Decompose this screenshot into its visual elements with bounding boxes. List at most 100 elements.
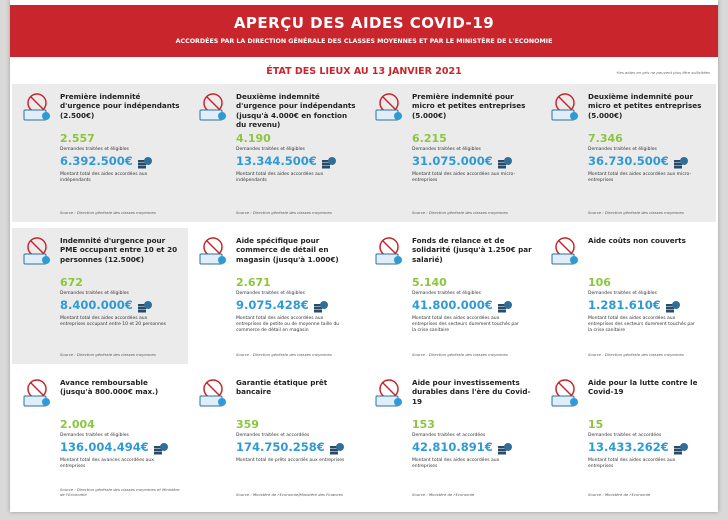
card-title: Garantie étatique prêt bancaire bbox=[236, 378, 328, 397]
request-count: 2.671 bbox=[236, 276, 271, 289]
source: Source : Direction générale des classes … bbox=[412, 210, 508, 216]
aid-card: Aide pour investissements durables dans … bbox=[364, 370, 540, 504]
aid-icon bbox=[372, 378, 406, 412]
request-count: 2.557 bbox=[60, 132, 95, 145]
coin-graphic bbox=[674, 157, 688, 169]
amount-label: Montant total des aides accordées aux en… bbox=[588, 316, 695, 334]
count-label: Demandes traitées et éligibles bbox=[412, 291, 481, 296]
count-label: Demandes traitées et éligibles bbox=[236, 147, 305, 152]
coin-graphic bbox=[666, 301, 680, 313]
aid-icon bbox=[372, 236, 406, 270]
card-title: Aide pour investissements durables dans … bbox=[412, 378, 531, 406]
amount-label: Montant total des aides accordées aux en… bbox=[412, 458, 500, 470]
aid-card: Première indemnité pour micro et petites… bbox=[364, 84, 540, 222]
card-title: Deuxième indemnité pour micro et petites… bbox=[588, 92, 702, 120]
amount-label: Montant total des aides accordées aux mi… bbox=[412, 172, 516, 184]
source: Source : Direction générale des classes … bbox=[60, 487, 180, 498]
icon-graphic bbox=[551, 379, 578, 407]
coin-graphic bbox=[314, 301, 328, 313]
source: Source : Direction générale des classes … bbox=[588, 352, 684, 358]
card-title: Aide coûts non couverts bbox=[588, 236, 686, 245]
request-count: 7.346 bbox=[588, 132, 623, 145]
icon-graphic bbox=[375, 379, 402, 407]
icon-graphic bbox=[23, 93, 50, 121]
source: Source : Direction générale des classes … bbox=[412, 352, 508, 358]
total-amount: 1.281.610€ bbox=[588, 298, 661, 312]
aid-card: Première indemnité d'urgence pour indépe… bbox=[12, 84, 188, 222]
count-label: Demandes traitées et éligibles bbox=[588, 147, 657, 152]
aid-card: Indemnité d'urgence pour PME occupant en… bbox=[12, 228, 188, 364]
total-amount: 9.075.428€ bbox=[236, 298, 309, 312]
total-amount: 41.800.000€ bbox=[412, 298, 493, 312]
aid-card: Aide pour la lutte contre le Covid-19 15 D… bbox=[540, 370, 716, 504]
source: Source : Ministère de l'Economie/Ministè… bbox=[236, 492, 343, 498]
note: *les aides en gris ne peuvent plus être … bbox=[616, 70, 710, 75]
request-count: 359 bbox=[236, 418, 259, 431]
card-grid: Première indemnité d'urgence pour indépe… bbox=[12, 84, 716, 504]
count-label: Demandes traitées et éligibles bbox=[236, 291, 305, 296]
aid-icon bbox=[20, 236, 54, 270]
total-amount: 8.400.000€ bbox=[60, 298, 133, 312]
count-label: Demandes traitées et éligibles bbox=[60, 147, 129, 152]
aid-card: Deuxième indemnité pour micro et petites… bbox=[540, 84, 716, 222]
request-count: 106 bbox=[588, 276, 611, 289]
source: Source : Direction générale des classes … bbox=[60, 352, 156, 358]
request-count: 153 bbox=[412, 418, 435, 431]
aid-icon bbox=[548, 236, 582, 270]
amount-label: Montant total des aides accordées aux in… bbox=[236, 172, 324, 184]
coin-icon bbox=[321, 154, 337, 173]
request-count: 4.190 bbox=[236, 132, 271, 145]
amount-label: Montant total des aides accordées aux en… bbox=[60, 316, 166, 328]
icon-graphic bbox=[551, 93, 578, 121]
aid-icon bbox=[372, 92, 406, 126]
aid-icon bbox=[548, 378, 582, 412]
icon-graphic bbox=[375, 237, 402, 265]
subtitle: ACCORDÉES PAR LA DIRECTION GÉNÉRALE DES … bbox=[175, 38, 553, 45]
card-title: Deuxième indemnité d'urgence pour indépe… bbox=[236, 92, 356, 130]
total-amount: 31.075.000€ bbox=[412, 154, 493, 168]
total-amount: 6.392.500€ bbox=[60, 154, 133, 168]
card-title: Aide spécifique pour commerce de détail … bbox=[236, 236, 339, 264]
request-count: 15 bbox=[588, 418, 604, 431]
aid-card: Fonds de relance et de solidarité (jusqu… bbox=[364, 228, 540, 364]
aid-icon bbox=[20, 378, 54, 412]
coin-icon bbox=[137, 298, 153, 317]
total-amount: 136.004.494€ bbox=[60, 440, 149, 454]
coin-graphic bbox=[322, 157, 336, 169]
coin-graphic bbox=[330, 443, 344, 455]
coin-icon bbox=[153, 440, 169, 459]
icon-graphic bbox=[551, 237, 578, 265]
icon-graphic bbox=[199, 93, 226, 121]
coin-icon bbox=[673, 440, 689, 459]
count-label: Demandes traitées et accordées bbox=[236, 433, 310, 438]
amount-label: Montant total des aides accordées aux in… bbox=[60, 172, 148, 184]
coin-icon bbox=[137, 154, 153, 173]
source: Source : Direction générale des classes … bbox=[588, 210, 684, 216]
document: APERÇU DES AIDES COVID-19 ACCORDÉES PAR … bbox=[10, 0, 718, 512]
source: Source : Direction générale des classes … bbox=[236, 352, 332, 358]
aid-card: Garantie étatique prêt bancaire 359 Demand… bbox=[188, 370, 364, 504]
count-label: Demandes traitées et accordées bbox=[588, 433, 662, 438]
coin-graphic bbox=[498, 157, 512, 169]
amount-label: Montant total des aides accordées aux en… bbox=[588, 458, 676, 470]
coin-graphic bbox=[498, 301, 512, 313]
aid-card: Deuxième indemnité d'urgence pour indépe… bbox=[188, 84, 364, 222]
coin-icon bbox=[497, 298, 513, 317]
card-title: Première indemnité pour micro et petites… bbox=[412, 92, 526, 120]
aid-icon bbox=[196, 236, 230, 270]
count-label: Demandes traitées et éligibles bbox=[412, 147, 481, 152]
card-title: Fonds de relance et de solidarité (jusqu… bbox=[412, 236, 532, 264]
request-count: 6.215 bbox=[412, 132, 447, 145]
source: Source : Direction générale des classes … bbox=[60, 210, 156, 216]
aid-card: Avance remboursable (jusqu'à 800.000€ ma… bbox=[12, 370, 188, 504]
coin-graphic bbox=[138, 301, 152, 313]
coin-icon bbox=[329, 440, 345, 459]
total-amount: 174.750.258€ bbox=[236, 440, 325, 454]
source: Source : Ministère de l'Economie bbox=[588, 492, 651, 498]
card-title: Aide pour la lutte contre le Covid-19 bbox=[588, 378, 698, 397]
icon-graphic bbox=[199, 379, 226, 407]
coin-graphic bbox=[674, 443, 688, 455]
coin-icon bbox=[665, 298, 681, 317]
aid-icon bbox=[548, 92, 582, 126]
